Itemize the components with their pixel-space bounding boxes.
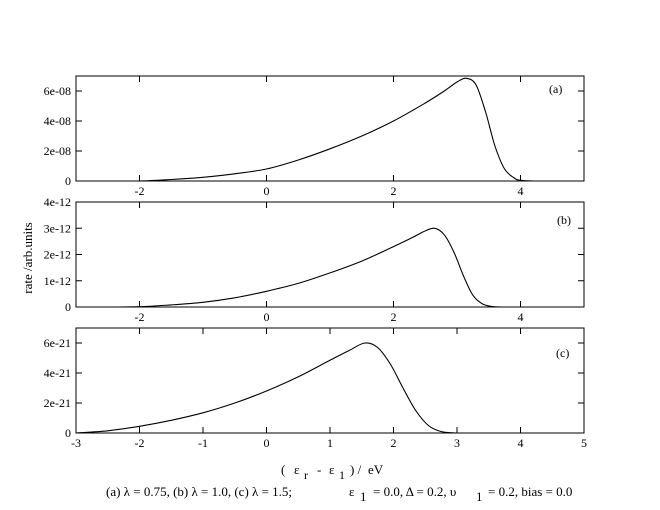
y-tick-label-b: 2e-12 — [44, 248, 71, 262]
y-tick-label-a: 0 — [65, 174, 71, 188]
plot-frame-a — [75, 75, 585, 182]
y-tick-label-c: 0 — [65, 426, 71, 440]
x-tick-label-b: -2 — [135, 310, 145, 324]
x-tick-label-c: 4 — [518, 436, 524, 450]
x-label-eps-1: ε — [329, 462, 335, 477]
plot-frame-c — [75, 327, 585, 434]
y-tick-label-c: 6e-21 — [44, 336, 71, 350]
x-tick-label-b: 0 — [264, 310, 270, 324]
panel-label-a: (a) — [549, 82, 562, 96]
panels: -2 0 2 4 0 2e-08 4e-08 6e-08 (a) -2 0 2 4 0 1e-12 2e-12… — [44, 75, 587, 450]
x-tick-label-b: 2 — [391, 310, 397, 324]
y-tick-label-a: 2e-08 — [44, 144, 71, 158]
caption-ups-sub: 1 — [476, 489, 483, 504]
y-tick-label-b: 3e-12 — [44, 221, 71, 235]
x-tick-label-a: 4 — [518, 184, 524, 198]
x-label-open: ( — [281, 462, 285, 477]
y-tick-label-c: 2e-21 — [44, 396, 71, 410]
panel-label-c: (c) — [556, 346, 569, 360]
x-tick-label-c: 2 — [391, 436, 397, 450]
x-tick-label-c: 1 — [327, 436, 333, 450]
x-label-minus: - — [317, 462, 321, 477]
panel-c: -3 -2 -1 0 1 2 3 4 5 0 2e-21 4e-21 6e-21 (c) — [44, 327, 587, 450]
x-tick-label-a: 0 — [264, 184, 270, 198]
x-tick-label-c: -1 — [198, 436, 208, 450]
x-axis-label: ( ε r - ε 1 ) / eV — [281, 462, 384, 482]
caption-params: (a) λ = 0.75, (b) λ = 1.0, (c) λ = 1.5; — [106, 484, 292, 499]
x-label-close: ) / — [350, 462, 362, 477]
rate-curve-b — [75, 227, 502, 308]
x-tick-label-a: 2 — [391, 184, 397, 198]
panel-label-b: (b) — [557, 213, 571, 227]
y-tick-label-a: 4e-08 — [44, 114, 71, 128]
y-tick-label-b: 0 — [65, 300, 71, 314]
y-tick-label-c: 4e-21 — [44, 366, 71, 380]
rate-curve-c — [75, 342, 458, 434]
caption-eps: ε — [349, 484, 355, 499]
caption-eps-sub: 1 — [360, 489, 367, 504]
panel-a: -2 0 2 4 0 2e-08 4e-08 6e-08 (a) — [44, 75, 585, 198]
y-tick-label-a: 6e-08 — [44, 84, 71, 98]
rate-curve-a — [75, 77, 534, 182]
plot-frame-b — [75, 201, 585, 308]
x-tick-label-b: 4 — [518, 310, 524, 324]
y-tick-label-b: 1e-12 — [44, 274, 71, 288]
x-label-sub-1: 1 — [339, 468, 345, 482]
x-label-sub-r: r — [304, 468, 308, 482]
x-tick-label-c: 3 — [454, 436, 460, 450]
x-tick-label-c: -3 — [71, 436, 81, 450]
y-axis-label: rate /arb.units — [20, 222, 35, 293]
x-tick-label-c: 5 — [581, 436, 587, 450]
x-label-eps-r: ε — [294, 462, 300, 477]
y-tick-label-b: 4e-12 — [44, 195, 71, 209]
panel-b: -2 0 2 4 0 1e-12 2e-12 3e-12 4e-12 (b) — [44, 195, 585, 324]
x-tick-label-a: -2 — [135, 184, 145, 198]
x-tick-label-c: -2 — [135, 436, 145, 450]
caption-delta: = 0.0, Δ = 0.2, υ — [373, 484, 456, 499]
x-label-unit: eV — [368, 462, 384, 477]
x-tick-label-c: 0 — [264, 436, 270, 450]
caption-bias: = 0.2, bias = 0.0 — [488, 484, 572, 499]
caption: (a) λ = 0.75, (b) λ = 1.0, (c) λ = 1.5; … — [106, 484, 572, 504]
